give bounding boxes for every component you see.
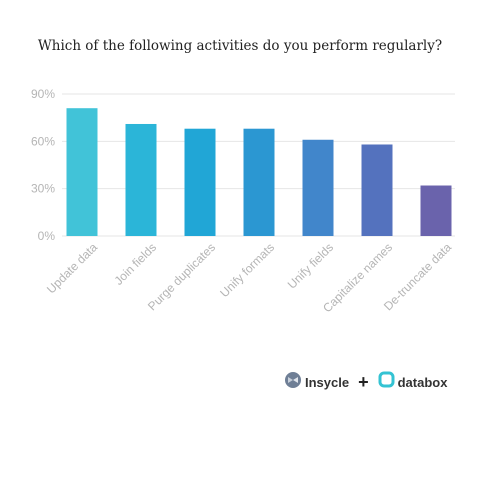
bar-de-truncate-data: [420, 185, 452, 236]
bar-join-fields: [125, 123, 157, 236]
x-category-label: Unify formats: [217, 240, 277, 300]
y-tick-label: 90%: [31, 87, 55, 101]
chart-title: Which of the following activities do you…: [37, 38, 443, 54]
databox-logo-icon: [378, 371, 395, 393]
bar-unify-formats: [243, 128, 275, 236]
x-category-label: Unify fields: [285, 240, 336, 291]
footer-logos: Insycle + databox: [284, 371, 448, 394]
insycle-logo-icon: [284, 371, 302, 394]
y-tick-label: 0%: [38, 229, 56, 243]
databox-logo-text: databox: [397, 374, 448, 390]
bar-purge-duplicates: [184, 128, 216, 236]
bar-capitalize-names: [361, 144, 393, 236]
bar-unify-fields: [302, 139, 334, 236]
y-tick-label: 30%: [31, 182, 55, 196]
x-category-label: Join fields: [111, 240, 159, 288]
plus-separator: +: [358, 371, 369, 392]
insycle-logo-text: Insycle: [305, 374, 350, 390]
y-axis-ticks: 0% 30% 60% 90%: [31, 87, 55, 243]
bars: [66, 108, 452, 236]
bar-update-data: [66, 108, 98, 236]
x-category-label: Update data: [44, 240, 100, 296]
y-tick-label: 60%: [31, 134, 55, 148]
